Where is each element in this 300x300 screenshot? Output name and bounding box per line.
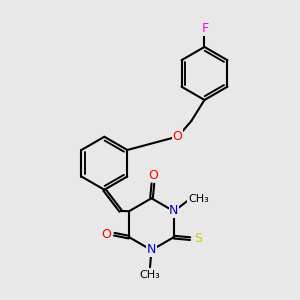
Text: O: O: [172, 130, 182, 143]
Text: S: S: [194, 232, 202, 245]
Text: O: O: [101, 228, 111, 241]
Text: CH₃: CH₃: [140, 270, 160, 280]
Text: O: O: [148, 169, 158, 182]
Text: N: N: [147, 243, 156, 256]
Text: CH₃: CH₃: [188, 194, 209, 204]
Text: N: N: [169, 204, 178, 217]
Text: F: F: [202, 22, 208, 35]
